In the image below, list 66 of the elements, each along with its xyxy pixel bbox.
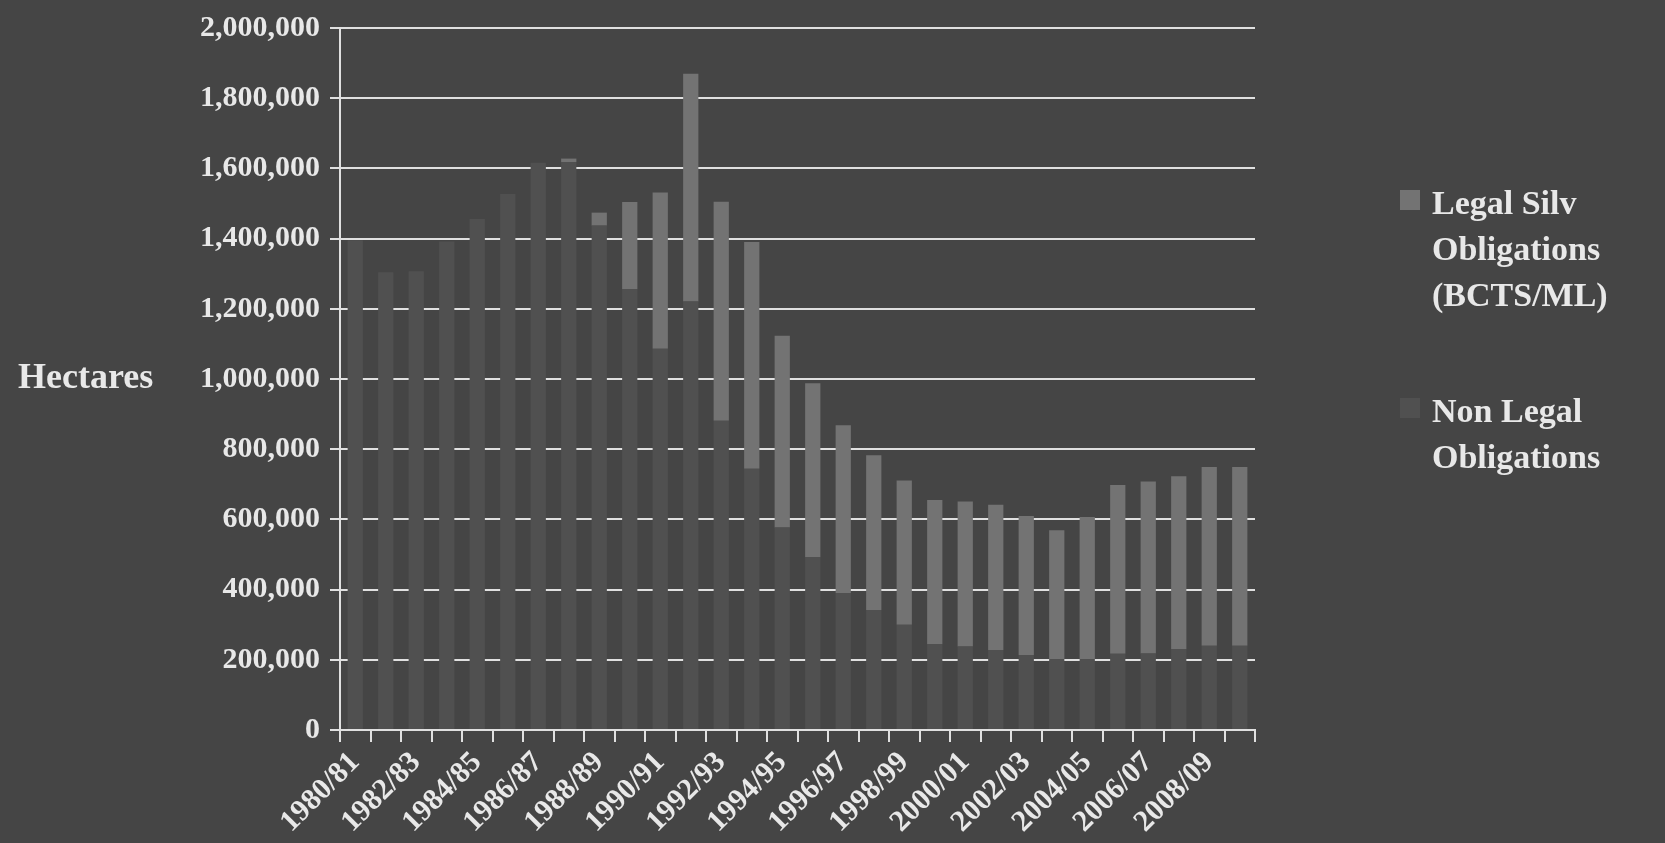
- bar: [805, 383, 821, 558]
- bar: [439, 241, 455, 730]
- bar: [835, 593, 851, 730]
- bar: [500, 194, 516, 730]
- bar: [835, 425, 851, 594]
- legend-label: Legal Silv Obligations (BCTS/ML): [1432, 183, 1609, 315]
- bar: [408, 271, 424, 730]
- bar: [1018, 515, 1034, 655]
- bar: [1110, 653, 1126, 730]
- bar: [1110, 485, 1126, 654]
- bar: [1018, 654, 1034, 730]
- bar: [896, 624, 912, 730]
- bar: [744, 468, 760, 730]
- y-tick-label: 1,400,000: [200, 219, 320, 253]
- y-tick-label: 800,000: [222, 429, 320, 463]
- bar: [713, 201, 729, 421]
- bar: [561, 162, 577, 730]
- legend-label: Non Legal Obligations: [1432, 390, 1602, 477]
- bar: [1079, 659, 1095, 730]
- bar: [622, 289, 638, 730]
- bar: [988, 649, 1004, 730]
- y-tick-label: 400,000: [222, 570, 320, 604]
- bar: [683, 73, 699, 302]
- bar: [652, 192, 668, 349]
- bar: [652, 348, 668, 730]
- bar: [927, 500, 943, 645]
- bar: [683, 301, 699, 730]
- bar: [1201, 645, 1217, 730]
- bar: [927, 644, 943, 730]
- bar: [530, 162, 546, 730]
- y-tick-label: 200,000: [222, 640, 320, 674]
- bar: [378, 272, 394, 730]
- bar: [805, 557, 821, 730]
- y-tick-label: 1,800,000: [200, 78, 320, 112]
- bar: [1049, 659, 1065, 730]
- bar: [1201, 467, 1217, 646]
- bar: [622, 202, 638, 290]
- bar: [1079, 516, 1095, 660]
- y-tick-label: 1,600,000: [200, 149, 320, 183]
- bar: [866, 609, 882, 730]
- y-axis-title: Hectares: [18, 356, 154, 397]
- bar: [774, 527, 790, 730]
- bar: [957, 646, 973, 730]
- bar: [1171, 649, 1187, 730]
- bar: [957, 501, 973, 647]
- bar: [774, 335, 790, 528]
- y-tick-label: 1,200,000: [200, 289, 320, 323]
- bar: [1171, 476, 1187, 650]
- bar: [591, 212, 607, 226]
- bar: [347, 240, 363, 730]
- bar: [591, 225, 607, 730]
- bar: [866, 455, 882, 610]
- bar: [1232, 645, 1248, 730]
- bar: [988, 504, 1004, 650]
- bar: [1232, 467, 1248, 646]
- y-tick-label: 1,000,000: [200, 359, 320, 393]
- bar: [1140, 481, 1156, 654]
- y-tick-label: 0: [305, 710, 320, 744]
- bar: [896, 480, 912, 625]
- y-tick-label: 2,000,000: [200, 8, 320, 42]
- bar: [713, 420, 729, 730]
- bar: [744, 242, 760, 469]
- bar: [1049, 530, 1065, 660]
- bar: [469, 218, 485, 730]
- bar: [1140, 653, 1156, 730]
- y-tick-label: 600,000: [222, 500, 320, 534]
